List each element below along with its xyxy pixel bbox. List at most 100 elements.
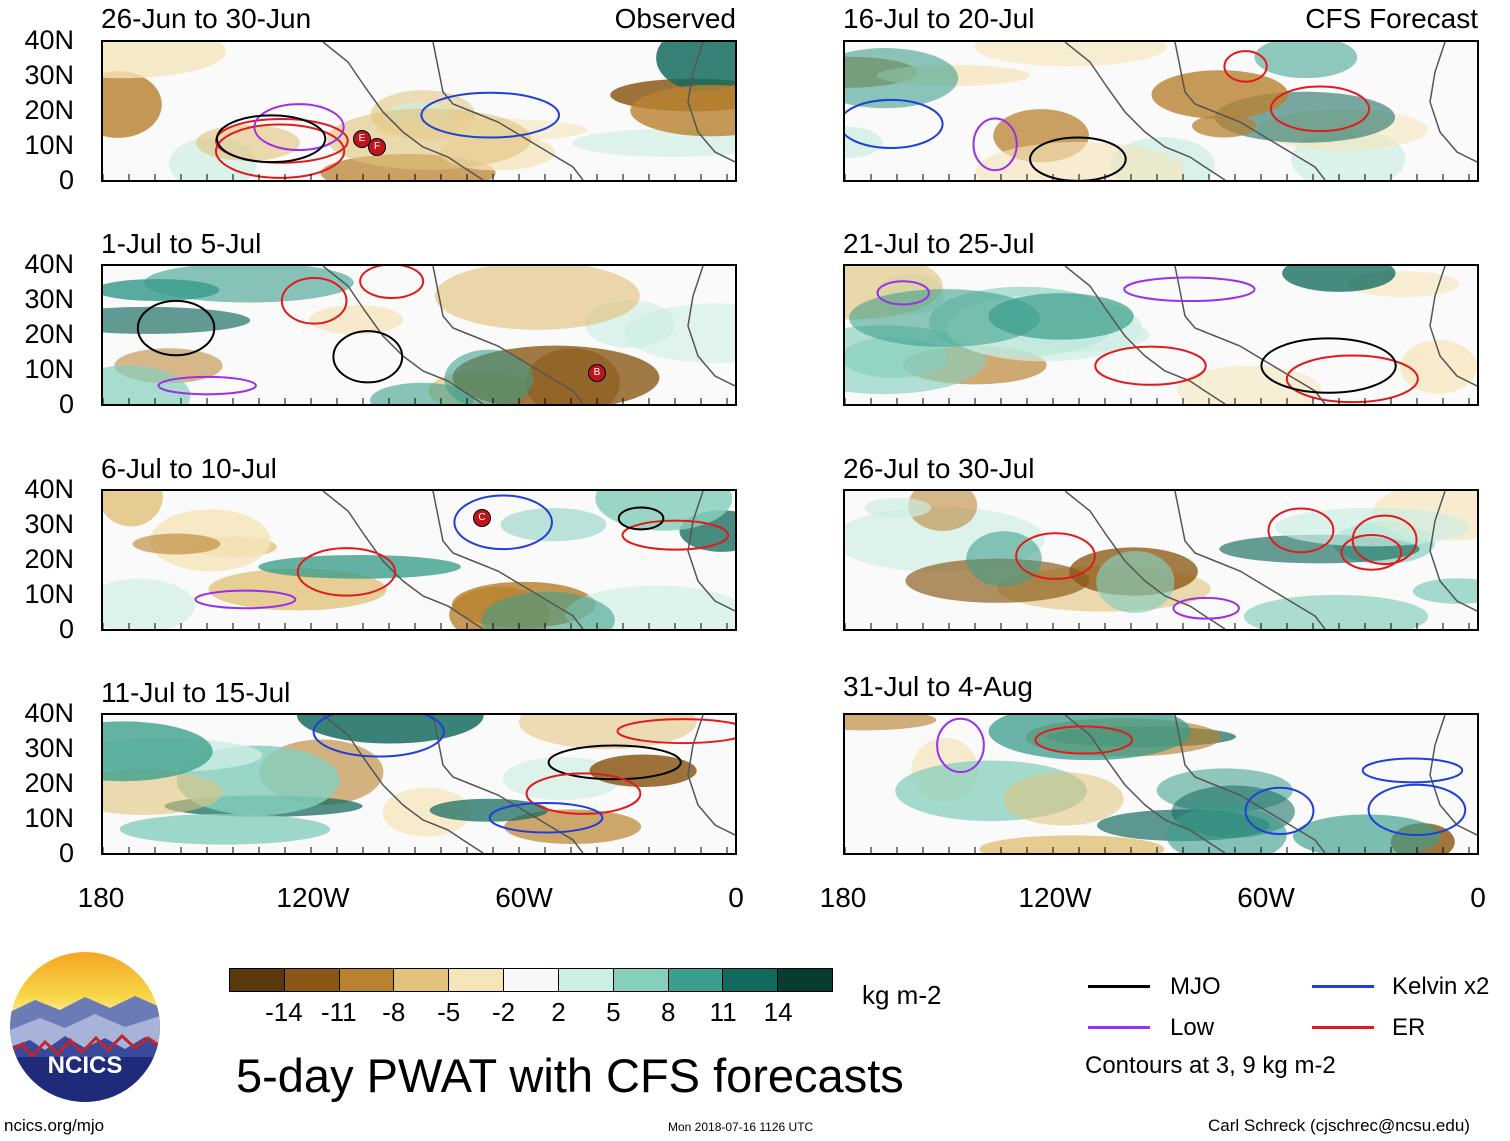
figure-title: 5-day PWAT with CFS forecasts bbox=[236, 1049, 904, 1102]
anomaly-contour bbox=[1029, 136, 1127, 180]
lon-label-left-60w: 60W bbox=[495, 882, 553, 913]
colorbar-segment bbox=[339, 969, 395, 991]
ncics-logo-graphic bbox=[10, 952, 160, 1102]
pwat-anomaly-shading bbox=[103, 770, 223, 815]
colorbar-segment bbox=[394, 969, 450, 991]
pwat-anomaly-shading bbox=[975, 141, 1185, 180]
lat-label: 40N bbox=[24, 698, 74, 728]
map-canvas bbox=[103, 266, 735, 404]
pwat-anomaly-shading bbox=[624, 303, 735, 364]
pwat-anomaly-shading bbox=[1293, 814, 1441, 853]
pwat-anomaly-shading bbox=[974, 42, 1167, 67]
pwat-anomaly-shading bbox=[1254, 42, 1358, 79]
pwat-anomaly-shading bbox=[195, 124, 300, 161]
lat-label: 30N bbox=[24, 733, 74, 763]
lat-label: 40N bbox=[24, 474, 74, 504]
panel-1-title: 26-Jun to 30-Jun bbox=[101, 3, 312, 34]
anomaly-contour bbox=[420, 91, 561, 139]
pwat-anomaly-shading bbox=[103, 306, 251, 334]
colorbar-segment bbox=[504, 969, 559, 991]
colorbar-tick-label: 2 bbox=[551, 997, 566, 1027]
colorbar-segment bbox=[230, 969, 285, 991]
panel-7-title: 11-Jul to 15-Jul bbox=[101, 677, 291, 708]
anomaly-contour bbox=[1034, 725, 1134, 755]
colorbar-units: kg m-2 bbox=[862, 980, 942, 1010]
pwat-anomaly-shading bbox=[1412, 578, 1477, 604]
lat-label: 40N bbox=[24, 25, 74, 55]
footer-site[interactable]: ncics.org/mjo bbox=[4, 1116, 105, 1135]
anomaly-contour bbox=[1244, 786, 1315, 836]
pwat-anomaly-shading bbox=[504, 809, 642, 844]
panel-6-title: 26-Jul to 30-Jul bbox=[843, 453, 1035, 484]
lon-label-right-120w: 120W bbox=[1018, 882, 1092, 913]
anomaly-contour bbox=[936, 717, 985, 774]
map-panel-2 bbox=[843, 40, 1479, 182]
map-canvas bbox=[845, 715, 1477, 853]
lon-label-right-60w: 60W bbox=[1237, 882, 1295, 913]
pwat-anomaly-shading bbox=[309, 305, 404, 335]
lat-label: 10N bbox=[24, 579, 74, 609]
anomaly-contour bbox=[253, 103, 345, 152]
anomaly-contour bbox=[617, 506, 665, 531]
pwat-anomaly-shading bbox=[1151, 70, 1289, 119]
anomaly-contour bbox=[296, 547, 397, 597]
colorbar bbox=[229, 968, 833, 992]
panel-5-title: 6-Jul to 10-Jul bbox=[101, 453, 277, 484]
pwat-anomaly-shading bbox=[988, 293, 1134, 340]
pwat-anomaly-shading bbox=[1096, 550, 1175, 613]
lat-label: 30N bbox=[24, 60, 74, 90]
panel-2-title: 16-Jul to 20-Jul bbox=[843, 3, 1035, 34]
anomaly-contour bbox=[845, 98, 944, 149]
pwat-anomaly-shading bbox=[103, 578, 195, 629]
map-panel-4 bbox=[843, 264, 1479, 406]
panel-4-title: 21-Jul to 25-Jul bbox=[843, 228, 1035, 259]
anomaly-contour bbox=[214, 123, 346, 179]
lon-label-left-0: 0 bbox=[728, 882, 744, 913]
anomaly-contour bbox=[157, 375, 257, 396]
lat-label: 10N bbox=[24, 130, 74, 160]
anomaly-contour bbox=[1361, 757, 1464, 784]
legend-label-mjo: MJO bbox=[1170, 973, 1221, 1000]
map-canvas bbox=[845, 266, 1477, 404]
pwat-anomaly-shading bbox=[103, 278, 220, 301]
map-panel-3: B bbox=[101, 264, 737, 406]
anomaly-contour bbox=[972, 117, 1018, 172]
lon-label-right-0: 0 bbox=[1470, 882, 1486, 913]
legend-label-low: Low bbox=[1170, 1014, 1215, 1041]
colorbar-segment bbox=[668, 969, 724, 991]
map-canvas bbox=[845, 42, 1477, 180]
map-panel-7 bbox=[101, 713, 737, 855]
anomaly-contour bbox=[1269, 85, 1371, 133]
map-panel-5: C bbox=[101, 489, 737, 631]
colorbar-segment bbox=[558, 969, 614, 991]
colorbar-segment bbox=[449, 969, 505, 991]
legend-contour-note: Contours at 3, 9 kg m-2 bbox=[1085, 1052, 1336, 1079]
pwat-anomaly-shading bbox=[434, 266, 640, 330]
pwat-anomaly-shading bbox=[845, 48, 959, 109]
anomaly-contour bbox=[1094, 345, 1207, 386]
colorbar-tick-label: 8 bbox=[661, 997, 676, 1027]
pwat-anomaly-shading bbox=[103, 721, 213, 782]
anomaly-contour bbox=[312, 715, 445, 758]
panel-3-title: 1-Jul to 5-Jul bbox=[101, 228, 262, 259]
lat-label: 20N bbox=[24, 544, 74, 574]
pwat-anomaly-shading bbox=[630, 84, 735, 137]
pwat-anomaly-shading bbox=[966, 531, 1042, 587]
storm-marker: C bbox=[473, 509, 491, 527]
legend-line-mjo bbox=[1088, 985, 1150, 988]
pwat-anomaly-shading bbox=[481, 591, 615, 629]
footer-timestamp: Mon 2018-07-16 1126 UTC bbox=[668, 1120, 814, 1134]
lat-label: 0 bbox=[58, 838, 74, 868]
anomaly-contour bbox=[488, 801, 604, 834]
lat-label: 10N bbox=[24, 354, 74, 384]
pwat-anomaly-shading bbox=[988, 715, 1191, 761]
colorbar-tick-label: -2 bbox=[491, 997, 516, 1027]
colorbar-segment bbox=[613, 969, 669, 991]
anomaly-contour bbox=[1267, 507, 1335, 554]
anomaly-contour bbox=[1223, 50, 1268, 83]
colorbar-tick-label: 5 bbox=[606, 997, 621, 1027]
footer-credit: Carl Schreck (cjschrec@ncsu.edu) bbox=[1208, 1116, 1470, 1135]
colorbar-tick-label: 11 bbox=[709, 997, 737, 1027]
anomaly-contour bbox=[332, 330, 404, 384]
